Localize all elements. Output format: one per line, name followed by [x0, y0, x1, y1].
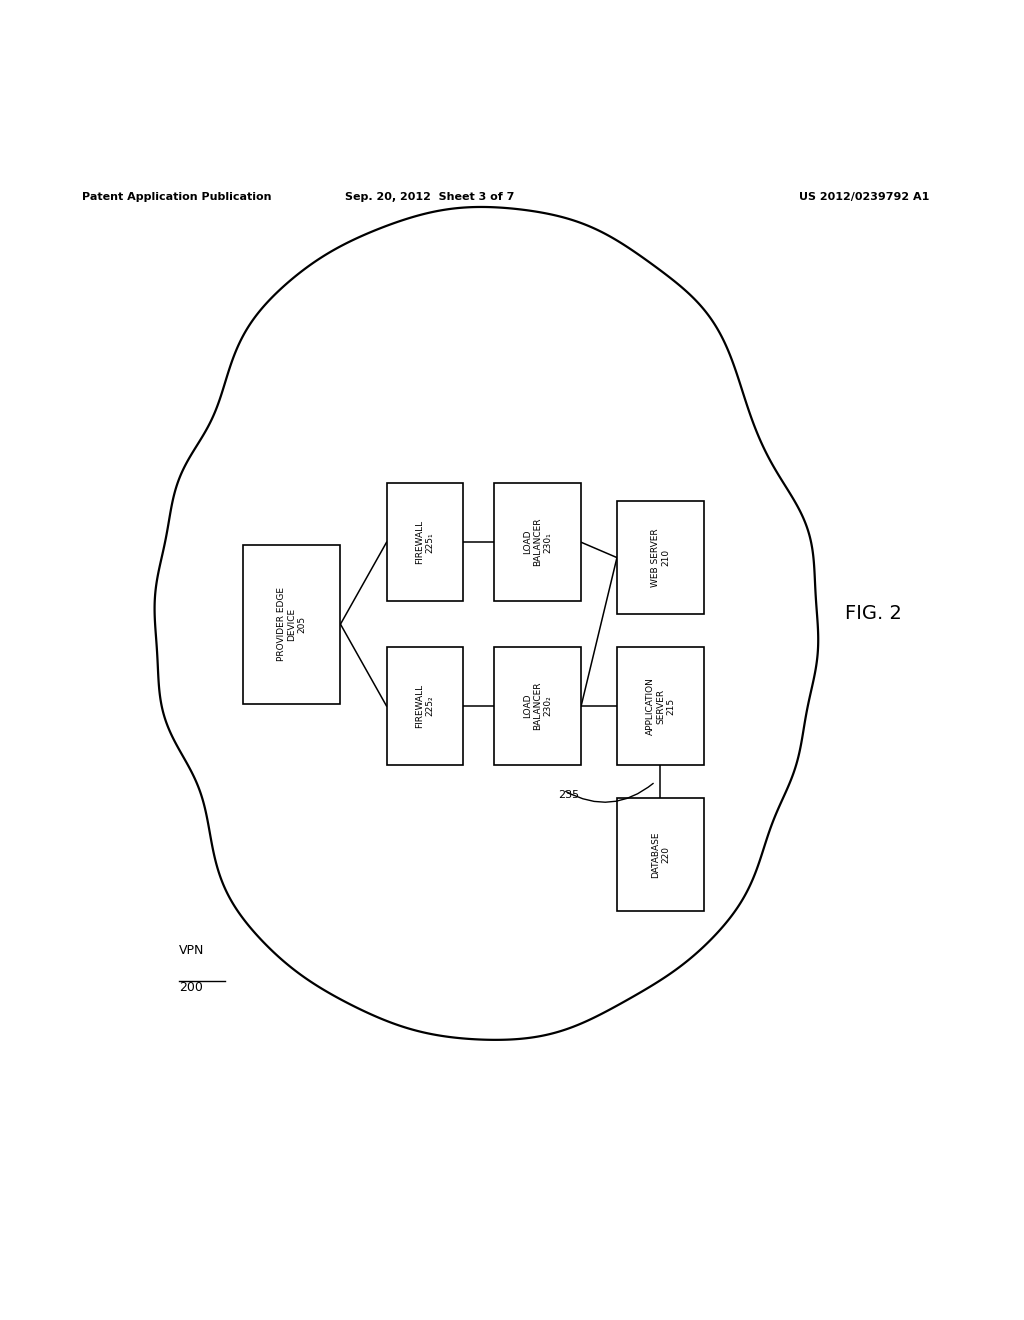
- Text: PROVIDER EDGE
DEVICE
205: PROVIDER EDGE DEVICE 205: [276, 587, 307, 661]
- FancyBboxPatch shape: [616, 799, 705, 911]
- Text: WEB SERVER
210: WEB SERVER 210: [651, 528, 670, 587]
- Polygon shape: [155, 207, 818, 1040]
- FancyBboxPatch shape: [495, 483, 582, 601]
- FancyBboxPatch shape: [244, 545, 340, 704]
- Text: LOAD
BALANCER
230₁: LOAD BALANCER 230₁: [522, 517, 553, 566]
- Text: LOAD
BALANCER
230₂: LOAD BALANCER 230₂: [522, 682, 553, 730]
- Text: 200: 200: [179, 981, 203, 994]
- FancyArrowPatch shape: [565, 783, 653, 803]
- FancyBboxPatch shape: [387, 647, 463, 766]
- Text: 235: 235: [558, 791, 580, 800]
- Text: Patent Application Publication: Patent Application Publication: [82, 193, 271, 202]
- FancyBboxPatch shape: [387, 483, 463, 601]
- Text: VPN: VPN: [179, 944, 205, 957]
- Text: Sep. 20, 2012  Sheet 3 of 7: Sep. 20, 2012 Sheet 3 of 7: [345, 193, 515, 202]
- Text: FIREWALL
225₂: FIREWALL 225₂: [416, 684, 434, 729]
- Text: US 2012/0239792 A1: US 2012/0239792 A1: [799, 193, 929, 202]
- Text: FIG. 2: FIG. 2: [845, 605, 902, 623]
- FancyBboxPatch shape: [616, 502, 705, 614]
- Text: FIREWALL
225₁: FIREWALL 225₁: [416, 520, 434, 565]
- FancyBboxPatch shape: [616, 647, 705, 766]
- FancyBboxPatch shape: [495, 647, 582, 766]
- Text: APPLICATION
SERVER
215: APPLICATION SERVER 215: [645, 677, 676, 735]
- Text: DATABASE
220: DATABASE 220: [651, 832, 670, 878]
